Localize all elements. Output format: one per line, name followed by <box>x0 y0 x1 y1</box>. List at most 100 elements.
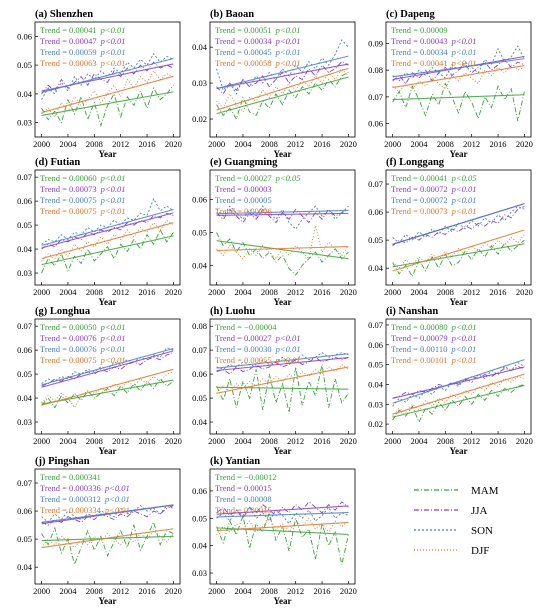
x-tick-label: 2008 <box>261 287 278 297</box>
legend: MAM JJA SON DJF <box>414 485 499 557</box>
x-tick-label: 2012 <box>112 287 129 297</box>
x-tick-label: 2016 <box>314 586 331 596</box>
x-tick-label: 2004 <box>234 436 252 446</box>
x-tick-label: 2020 <box>516 139 533 149</box>
p-value: p<0.01 <box>100 47 126 57</box>
x-tick-label: 2012 <box>287 139 304 149</box>
trend-annotation: Trend = 0.00076 p<0.01 <box>40 333 126 343</box>
p-value: p<0.01 <box>100 344 126 354</box>
chart-panel: (a) Shenzhen 2000 2004 2008 2012 2016 2020 0.03… <box>17 9 182 159</box>
panel-title: (j) Pingshan <box>35 456 90 467</box>
trend-annotation: Trend = 0.00059 p<0.01 <box>40 47 126 57</box>
trend-value: Trend = 0.00079 <box>391 333 448 343</box>
series-line-mam <box>41 228 174 274</box>
x-tick-label: 2004 <box>59 139 77 149</box>
y-tick-label: 0.07 <box>368 179 383 189</box>
p-value: p<0.01 <box>451 47 477 57</box>
trend-annotation: Trend = 0.00015 <box>215 483 272 493</box>
y-tick-label: 0.05 <box>192 393 207 403</box>
series-line-jja <box>41 505 174 526</box>
trend-value: Trend = 0.00050 <box>40 322 97 332</box>
series-line-mam <box>41 521 174 566</box>
x-tick-label: 2008 <box>437 436 454 446</box>
x-tick-label: 2012 <box>112 586 129 596</box>
p-value: p<0.01 <box>100 36 126 46</box>
x-axis-label: Year <box>274 596 292 606</box>
p-value: p<0.01 <box>451 58 477 68</box>
x-tick-label: 2000 <box>384 436 401 446</box>
trend-annotation: Trend = 0.00043 p<0.01 <box>391 36 477 46</box>
trend-annotation: Trend = 0.00076 p<0.01 <box>40 344 126 354</box>
x-tick-label: 2016 <box>139 287 156 297</box>
x-tick-label: 2004 <box>59 287 77 297</box>
x-tick-label: 2020 <box>165 586 182 596</box>
plot-frame <box>34 318 181 435</box>
trend-value: Trend = 0.00073 <box>40 184 97 194</box>
plot-frame <box>209 318 356 435</box>
panel-title: (g) Longhua <box>35 306 91 317</box>
y-tick-label: 0.04 <box>192 42 208 52</box>
series-line-djf <box>216 363 349 394</box>
x-tick-label: 2016 <box>490 287 507 297</box>
x-axis-label: Year <box>450 446 468 456</box>
y-tick-label: 0.08 <box>368 65 383 75</box>
trend-value: Trend = 0.00034 <box>215 36 272 46</box>
panel-title: (h) Luohu <box>210 306 255 317</box>
trend-value: Trend = 0.00009 <box>391 25 448 35</box>
legend-label-jja: JJA <box>471 505 488 517</box>
chart-panel: (j) Pingshan 2000 2004 2008 2012 2016 2020 0.04… <box>17 456 182 606</box>
trend-value: Trend = 0.00045 <box>215 47 272 57</box>
trend-annotation: Trend = 0.00041 p<0.01 <box>391 58 477 68</box>
series-line-mam <box>216 364 349 413</box>
series-line-son <box>41 52 174 100</box>
y-tick-label: 0.08 <box>192 321 207 331</box>
series-line-djf <box>216 225 349 260</box>
y-tick-label: 0.07 <box>17 321 32 331</box>
trend-line-mam <box>392 243 525 268</box>
y-tick-label: 0.06 <box>192 195 207 205</box>
p-value: p<0.01 <box>100 355 126 365</box>
y-tick-label: 0.04 <box>17 562 33 572</box>
panel-title: (b) Baoan <box>210 9 254 20</box>
series-line-son <box>216 506 349 525</box>
trend-annotation: Trend = 0.00073 p<0.01 <box>391 206 477 216</box>
trend-value: Trend = 0.00015 <box>215 483 272 493</box>
x-tick-label: 2016 <box>314 139 331 149</box>
chart-panel: (d) Futian 2000 2004 2008 2012 2016 2020 0.03 0.… <box>17 157 182 307</box>
legend-label-mam: MAM <box>471 485 499 497</box>
x-tick-label: 2004 <box>234 287 252 297</box>
x-tick-label: 2004 <box>59 436 77 446</box>
panel-title: (e) Guangming <box>210 157 278 168</box>
plot-frame <box>385 318 532 435</box>
y-tick-label: 0.07 <box>192 345 207 355</box>
x-tick-label: 2000 <box>384 287 401 297</box>
trend-annotation: Trend = 0.000334 p<0.01 <box>40 505 130 515</box>
p-value: p<0.01 <box>275 58 301 68</box>
chart-panel: (f) Longgang 2000 2004 2008 2012 2016 2020 0.04… <box>368 157 533 307</box>
y-tick-label: 0.04 <box>17 244 33 254</box>
p-value: p<0.01 <box>450 344 476 354</box>
trend-line-djf <box>392 229 525 272</box>
x-tick-label: 2000 <box>208 139 225 149</box>
trend-line-djf <box>392 373 525 415</box>
trend-value: Trend = 0.00063 <box>40 58 97 68</box>
trend-value: Trend = 0.000334 <box>40 505 102 515</box>
chart-panel: (k) Yantian 2000 2004 2008 2012 2016 2020 0.03 0… <box>192 456 357 606</box>
trend-value: Trend = 0.00051 <box>215 25 272 35</box>
x-axis-label: Year <box>274 297 292 307</box>
trend-value: Trend = 0.00041 <box>391 58 448 68</box>
x-tick-label: 2012 <box>287 287 304 297</box>
trend-value: Trend = 0.00058 <box>215 58 272 68</box>
trend-line-mam <box>41 91 174 116</box>
y-tick-label: 0.04 <box>368 263 384 273</box>
y-tick-label: 0.07 <box>368 320 383 330</box>
x-tick-label: 2016 <box>490 436 507 446</box>
trend-value: Trend = 0.00015 <box>215 505 272 515</box>
trend-value: Trend = 0.00041 <box>40 25 97 35</box>
plot-frame <box>385 21 532 138</box>
y-tick-label: 0.02 <box>192 114 207 124</box>
trend-annotation: Trend = 0.00073 p<0.01 <box>40 184 126 194</box>
y-tick-label: 0.06 <box>17 31 32 41</box>
chart-panel: (b) Baoan 2000 2004 2008 2012 2016 2020 0.02 0.0… <box>192 9 357 159</box>
x-tick-label: 2000 <box>33 287 50 297</box>
